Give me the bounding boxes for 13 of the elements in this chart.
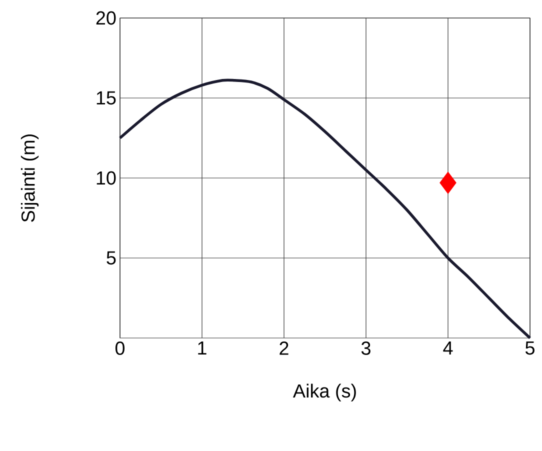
x-tick-label: 4	[443, 342, 453, 355]
x-tick-label: 2	[280, 342, 288, 355]
y-tick-label: 20	[96, 11, 116, 25]
x-tick-label: 1	[198, 342, 206, 355]
x-tick-label: 0	[115, 342, 125, 355]
line-series	[118, 78, 532, 340]
x-tick-label: 3	[361, 342, 370, 355]
y-axis-title: Sijainti (m)	[20, 134, 39, 222]
y-tick-label: 10	[96, 171, 116, 185]
x-tick-label: 5	[525, 342, 534, 355]
y-tick-label: 15	[96, 91, 116, 105]
x-axis-title: Aika (s)	[292, 384, 356, 402]
y-tick-label: 5	[106, 251, 116, 265]
